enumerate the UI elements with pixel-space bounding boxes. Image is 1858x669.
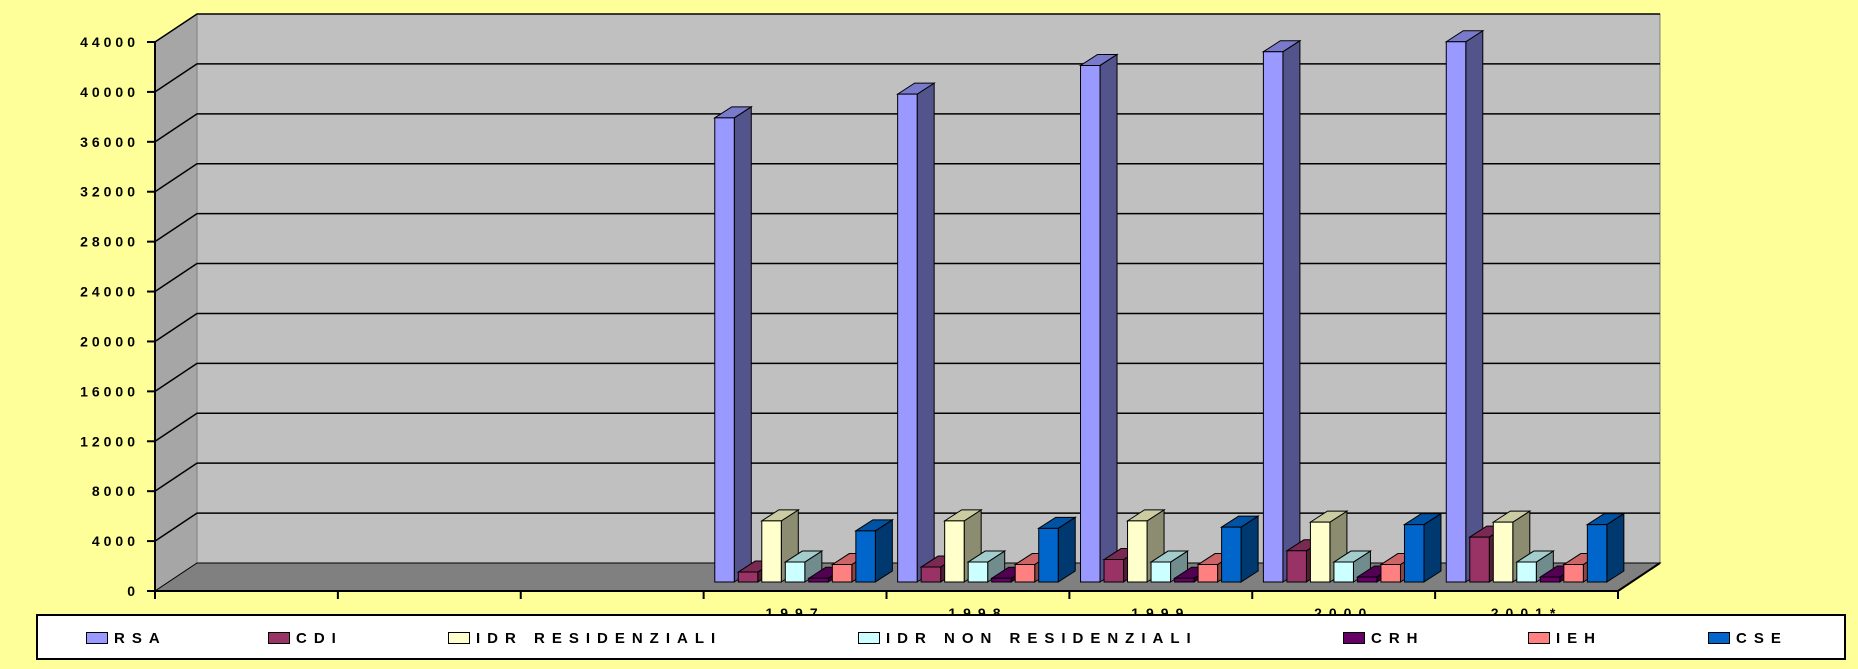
gridline xyxy=(154,262,1660,293)
gridline xyxy=(154,462,1660,492)
legend-label: IDR RESIDENZIALI xyxy=(476,629,723,647)
legend-swatch xyxy=(858,632,880,644)
gridline xyxy=(154,312,1660,343)
legend-item-cdi: CDI xyxy=(268,628,343,648)
gridline xyxy=(154,63,1660,93)
bar-cse-1999 xyxy=(1219,515,1260,583)
bar-cse-2001 xyxy=(1585,512,1626,583)
legend-swatch xyxy=(448,632,470,644)
legend-item-rsa: RSA xyxy=(86,628,167,648)
bar-cse-1998 xyxy=(1037,516,1077,583)
y-tick-label: 36000 xyxy=(80,134,139,150)
bar-rsa-2001 xyxy=(1444,29,1485,583)
bar-rsa-1997 xyxy=(713,105,753,583)
gridline xyxy=(154,212,1660,243)
gridline xyxy=(154,362,1660,392)
legend-item-idr-non-residenziali: IDR NON RESIDENZIALI xyxy=(858,628,1198,648)
legend: RSA CDI IDR RESIDENZIALI IDR NON RESIDENZIA… xyxy=(36,614,1846,660)
legend-item-crh: CRH xyxy=(1343,628,1425,648)
x-axis-depth xyxy=(1617,562,1661,592)
legend-swatch xyxy=(86,632,108,644)
y-tick-label: 16000 xyxy=(80,383,139,399)
legend-swatch xyxy=(1343,632,1365,644)
legend-swatch xyxy=(1708,632,1730,644)
bar-rsa-1999 xyxy=(1078,53,1119,583)
y-tick-label: 20000 xyxy=(80,333,139,349)
gridline xyxy=(154,162,1660,193)
legend-item-idr-residenziali: IDR RESIDENZIALI xyxy=(448,628,722,648)
legend-label: RSA xyxy=(114,629,167,647)
gridline xyxy=(154,412,1660,442)
y-tick-label: 44000 xyxy=(80,34,139,50)
legend-label: CSE xyxy=(1736,629,1788,647)
y-tick-label: 28000 xyxy=(80,234,139,250)
legend-swatch xyxy=(268,632,290,644)
legend-item-cse: CSE xyxy=(1708,628,1788,648)
bar-idr-non-residenziali-1997 xyxy=(783,550,824,583)
legend-label: IDR NON RESIDENZIALI xyxy=(886,629,1198,647)
y-tick-label: 12000 xyxy=(80,433,139,449)
bar-cse-1997 xyxy=(854,518,895,583)
legend-swatch xyxy=(1528,632,1550,644)
y-tick-label: 8000 xyxy=(92,483,139,499)
y-tick-label: 32000 xyxy=(80,184,139,200)
bar-idr-non-residenziali-2001 xyxy=(1515,550,1556,583)
y-tick-label: 24000 xyxy=(80,284,139,300)
bar-cse-2000 xyxy=(1402,512,1443,583)
bar-idr-non-residenziali-2000 xyxy=(1332,550,1373,583)
y-tick-label: 4000 xyxy=(92,533,139,549)
gridline xyxy=(154,113,1660,143)
bar-idr-non-residenziali-1998 xyxy=(966,550,1007,583)
y-tick-label: 0 xyxy=(127,583,139,599)
gridline xyxy=(154,13,1660,43)
bar-rsa-2000 xyxy=(1261,39,1302,583)
legend-label: CDI xyxy=(296,629,343,647)
bar-rsa-1998 xyxy=(895,82,936,583)
side-wall xyxy=(154,13,198,592)
y-tick-label: 40000 xyxy=(80,84,139,100)
legend-label: CRH xyxy=(1371,629,1425,647)
legend-item-ieh: IEH xyxy=(1528,628,1602,648)
legend-label: IEH xyxy=(1556,629,1603,647)
gridline xyxy=(154,512,1660,542)
